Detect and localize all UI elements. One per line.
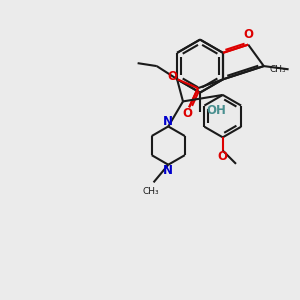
Text: O: O	[167, 70, 177, 83]
Text: OH: OH	[206, 104, 226, 117]
Text: O: O	[218, 150, 228, 163]
Text: CH₃: CH₃	[142, 187, 159, 196]
Text: O: O	[243, 28, 253, 41]
Text: CH₃: CH₃	[269, 65, 286, 74]
Text: N: N	[163, 164, 173, 176]
Text: O: O	[183, 107, 193, 120]
Text: N: N	[163, 115, 173, 128]
